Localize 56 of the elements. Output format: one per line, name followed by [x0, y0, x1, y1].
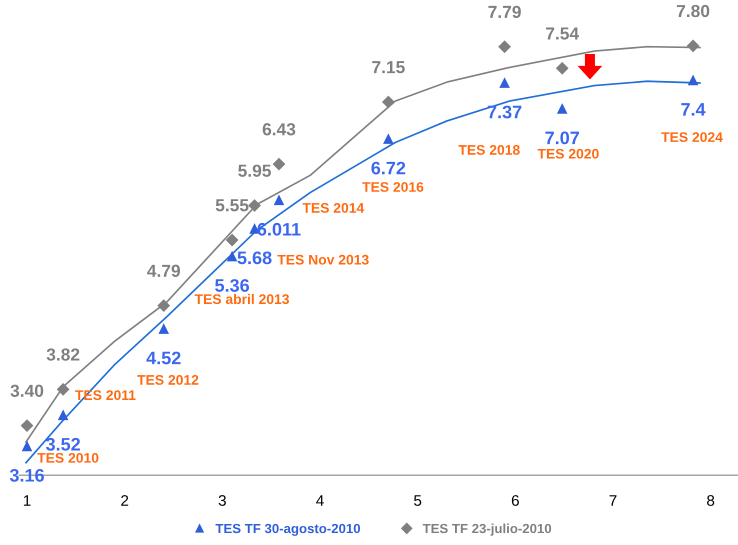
x-tick-label: 5	[414, 495, 422, 506]
data-label: 3.82	[46, 348, 80, 361]
legend-label: TES TF 23-julio-2010	[422, 523, 552, 536]
annotation: TES 2020	[538, 148, 599, 159]
point	[58, 410, 68, 420]
x-tick-label: 1	[24, 495, 31, 506]
data-label: 6.72	[371, 162, 406, 174]
x-tick-label: 7	[610, 495, 616, 506]
point	[226, 234, 238, 246]
point	[382, 96, 394, 108]
data-label: 4.52	[146, 352, 181, 364]
data-label: 7.80	[676, 4, 710, 18]
data-label: 7.4	[681, 103, 706, 116]
point	[20, 420, 34, 432]
point	[557, 104, 568, 114]
point	[688, 76, 698, 86]
legend-label: TES TF 30-agosto-2010	[216, 524, 360, 536]
x-tick-label: 4	[316, 495, 324, 506]
data-label: 5.95	[238, 164, 271, 177]
data-label: 7.79	[488, 6, 521, 18]
point	[272, 158, 286, 170]
x-tick-label: 3	[218, 495, 226, 506]
point	[158, 324, 169, 334]
data-label: 6.43	[262, 123, 296, 136]
annotation: TES 2012	[137, 375, 198, 385]
point	[274, 195, 284, 206]
data-label: 5.68	[238, 251, 272, 264]
annotation: TES 2010	[37, 452, 98, 463]
x-tick-label: 6	[512, 495, 519, 506]
annotation: TES 2024	[661, 132, 723, 142]
data-label: 5.55	[216, 199, 249, 212]
data-label: 5.36	[215, 279, 250, 292]
point	[500, 78, 510, 88]
point	[498, 40, 511, 53]
point	[57, 383, 70, 396]
annotation: TES 2016	[362, 182, 424, 192]
data-label: 7.54	[546, 28, 580, 40]
data-label: 3.40	[10, 384, 44, 397]
data-label: 4.79	[147, 264, 180, 277]
point	[22, 441, 32, 452]
point	[158, 300, 170, 312]
data-label: 7.07	[545, 131, 579, 144]
annotation: TES 2018	[458, 145, 520, 155]
point	[556, 62, 568, 74]
data-label: 3.52	[46, 438, 80, 451]
data-label: 7.37	[488, 106, 522, 118]
point	[384, 134, 394, 144]
annotation: TES abril 2013	[194, 294, 289, 304]
annotation: TES Nov 2013	[277, 254, 369, 265]
point	[227, 252, 237, 262]
annotation: TES 2014	[302, 203, 364, 213]
x-tick-label: 8	[707, 495, 714, 506]
x-tick-label: 2	[121, 495, 128, 506]
point	[686, 40, 700, 52]
point	[248, 199, 261, 212]
data-label: 7.15	[372, 61, 405, 74]
